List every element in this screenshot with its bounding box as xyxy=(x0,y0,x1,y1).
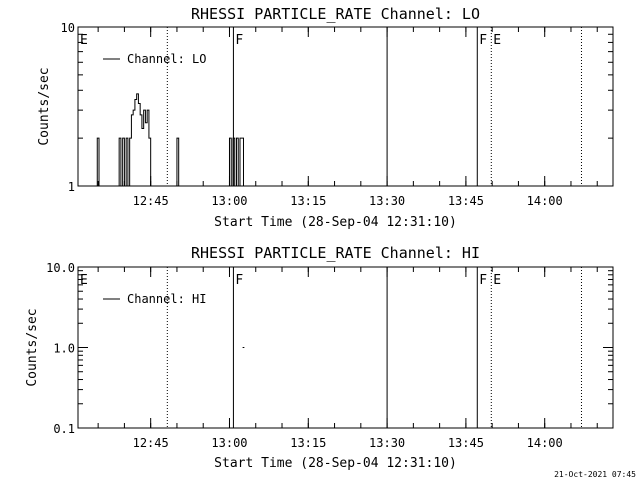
chart-title: RHESSI PARTICLE_RATE Channel: HI xyxy=(191,244,480,262)
flag-label: E xyxy=(80,273,88,288)
x-tick-label: 14:00 xyxy=(527,194,563,208)
flag-label: F xyxy=(479,33,487,48)
x-tick-label: 14:00 xyxy=(527,436,563,450)
flag-label: F xyxy=(479,273,487,288)
x-axis-label: Start Time (28-Sep-04 12:31:10) xyxy=(214,215,457,230)
legend-label: Channel: LO xyxy=(127,52,206,66)
x-tick-label: 13:15 xyxy=(290,436,326,450)
flag-label: F xyxy=(235,33,243,48)
x-tick-label: 13:30 xyxy=(369,436,405,450)
y-tick-label: 10.0 xyxy=(46,261,75,275)
x-tick-label: 13:30 xyxy=(369,194,405,208)
x-axis-label: Start Time (28-Sep-04 12:31:10) xyxy=(214,456,457,471)
x-tick-label: 13:45 xyxy=(448,436,484,450)
series-line-0 xyxy=(95,93,244,187)
chart-panel-1: RHESSI PARTICLE_RATE Channel: HI 0.1 1.0 10… xyxy=(25,244,614,471)
flag-label: E xyxy=(493,33,501,48)
y-tick-label: 1.0 xyxy=(53,342,75,356)
x-tick-label: 13:00 xyxy=(211,436,247,450)
y-tick-label: 1 xyxy=(68,180,75,194)
y-axis-label: Counts/sec xyxy=(37,67,52,145)
flag-label: F xyxy=(235,273,243,288)
x-tick-label: 12:45 xyxy=(133,436,169,450)
x-tick-label: 13:15 xyxy=(290,194,326,208)
chart-title: RHESSI PARTICLE_RATE Channel: LO xyxy=(191,5,480,23)
flag-label: E xyxy=(80,33,88,48)
plot-frame xyxy=(77,26,614,187)
y-axis-label: Counts/sec xyxy=(25,308,40,386)
y-tick-label: 0.1 xyxy=(53,422,75,436)
x-tick-label: 13:00 xyxy=(211,194,247,208)
y-tick-label: 10 xyxy=(61,21,75,35)
x-tick-label: 13:45 xyxy=(448,194,484,208)
timestamp: 21-Oct-2021 07:45 xyxy=(554,470,636,479)
x-tick-label: 12:45 xyxy=(133,194,169,208)
legend-label: Channel: HI xyxy=(127,292,206,306)
chart-panel-0: RHESSI PARTICLE_RATE Channel: LO 1 10 12:45… xyxy=(37,5,614,230)
flag-label: E xyxy=(493,273,501,288)
